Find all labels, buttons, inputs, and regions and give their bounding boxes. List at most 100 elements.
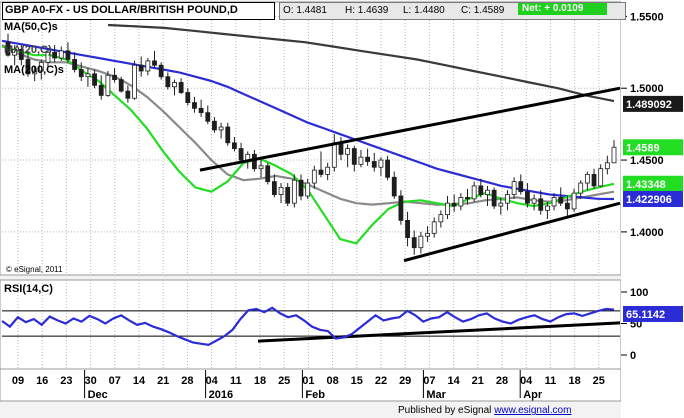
candle-body <box>511 181 517 195</box>
candle-body <box>132 64 137 99</box>
candle-body <box>398 195 404 221</box>
candle-body <box>365 156 371 162</box>
rsi-legend-text: RSI(14,C) <box>4 283 53 295</box>
candle-body <box>145 60 151 72</box>
lower-trendline <box>403 201 621 263</box>
candle-body <box>538 198 544 211</box>
candle-body <box>351 148 357 165</box>
candle-body <box>591 174 597 187</box>
ma200-value-tag-bg <box>623 95 683 112</box>
x-tick-label: 23 <box>60 375 72 387</box>
candle-body <box>471 185 477 200</box>
candle-body <box>25 59 31 75</box>
ma20-legend-text: MA(20,C) <box>4 44 52 56</box>
x-tick-label: 15 <box>351 375 363 387</box>
x-tick-label: 28 <box>496 375 508 387</box>
x-tick-label: 28 <box>181 375 193 387</box>
candle-body <box>545 205 550 211</box>
candle-body <box>291 179 297 204</box>
x-tick-label: 18 <box>254 375 266 387</box>
x-tick-label: 30 <box>84 375 96 387</box>
candle-body <box>225 126 231 144</box>
y-tick-label: 1.5000 <box>630 83 664 95</box>
candle-body <box>478 185 484 195</box>
rsi-y-tick-label: 100 <box>630 287 648 299</box>
open-value: O: 1.4481 <box>283 5 327 16</box>
candle-body <box>451 202 457 207</box>
candle-body <box>251 153 257 170</box>
x-month-label: 2016 <box>209 389 233 401</box>
rsi-path <box>1 306 615 347</box>
rsi-line <box>1 306 615 347</box>
candle-body <box>278 186 284 195</box>
rsi-grid <box>2 280 620 369</box>
candle-body <box>52 51 58 59</box>
candle-body <box>32 70 38 75</box>
copyright-text: © eSignal, 2011 <box>6 265 63 274</box>
candle-body <box>558 197 564 204</box>
footer-link[interactable]: www.esignal.com <box>493 405 571 416</box>
x-tick-label: 14 <box>133 375 146 387</box>
x-tick-label: 08 <box>326 375 338 387</box>
candle-body <box>165 76 171 88</box>
last-price-tag-bg <box>623 139 683 156</box>
candle-body <box>305 182 311 197</box>
x-tick-label: 21 <box>157 375 169 387</box>
candle-body <box>112 74 117 80</box>
candle-body <box>385 159 390 178</box>
footer-label: Published by eSignal <box>398 405 494 416</box>
footer-text: Published by eSignal www.esignal.com <box>398 405 571 416</box>
x-tick-label: 11 <box>230 375 242 387</box>
candle-body <box>218 126 224 131</box>
net-change-value: Net: + 0.0109 <box>522 3 584 14</box>
candle-body <box>405 219 410 239</box>
x-tick-label: 29 <box>399 375 411 387</box>
candle-body <box>345 148 351 155</box>
candle-body <box>458 197 464 207</box>
ma50-value-tag: 1.422906 <box>626 194 672 206</box>
ma50-value-tag-bg <box>623 190 683 207</box>
candle-body <box>425 232 430 237</box>
ma200-value-tag: 1.489092 <box>626 99 672 111</box>
candle-body <box>65 50 71 60</box>
rsi-trendline <box>257 321 621 343</box>
candle-body <box>571 192 577 210</box>
candle-body <box>331 142 337 168</box>
candle-body <box>578 182 584 194</box>
candle-body <box>338 142 344 155</box>
x-tick-label: 04 <box>205 375 218 387</box>
candle-body <box>431 221 437 234</box>
candle-body <box>604 162 610 170</box>
candle-body <box>358 156 364 165</box>
ma200-legend-text: MA(200,C)s <box>4 64 64 76</box>
candle-body <box>58 50 64 59</box>
x-month-label: Mar <box>426 389 446 401</box>
candle-body <box>445 202 450 216</box>
candle-body <box>185 92 191 103</box>
candle-body <box>551 197 557 207</box>
candle-body <box>38 61 44 72</box>
candle-body <box>378 159 384 168</box>
x-tick-label: 25 <box>278 375 290 387</box>
candle-body <box>438 214 444 223</box>
value-axis <box>621 0 684 418</box>
candle-body <box>525 191 530 204</box>
ma200-long-path <box>107 23 615 103</box>
candle-body <box>5 41 11 56</box>
candle-body <box>45 51 51 63</box>
candle-body <box>258 165 264 170</box>
candle-body <box>265 165 271 183</box>
candle-body <box>584 174 590 184</box>
rsi-value-tag-bg <box>623 305 683 322</box>
last-price-tag: 1.4589 <box>626 142 660 154</box>
candle-body <box>172 82 177 88</box>
candle-body <box>465 197 470 200</box>
candle-body <box>72 59 77 70</box>
candle-body <box>85 73 91 78</box>
candle-body <box>564 202 570 210</box>
candle-body <box>318 169 324 175</box>
x-tick-label: 18 <box>568 375 580 387</box>
x-month-label: Dec <box>88 389 108 401</box>
x-tick-label: 25 <box>593 375 605 387</box>
y-tick-label: 1.4500 <box>630 155 664 167</box>
